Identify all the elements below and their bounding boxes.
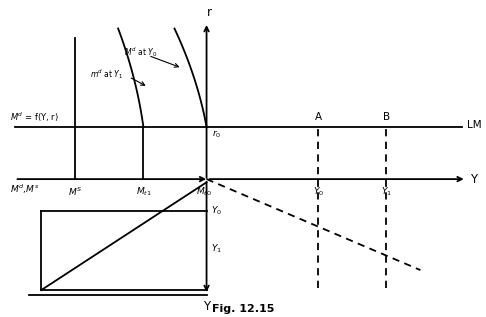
Text: $m^d$ at $Y_1$: $m^d$ at $Y_1$ [90,68,123,81]
Text: $M^d$,$M^s$: $M^d$,$M^s$ [10,182,39,196]
Text: $Y_0$: $Y_0$ [211,204,223,217]
Text: $Y_1$: $Y_1$ [211,243,223,255]
Text: Y: Y [470,172,478,186]
Text: $Y_0$: $Y_0$ [313,185,324,198]
Text: LM: LM [467,120,481,130]
Text: $M^d$ at $Y_0$: $M^d$ at $Y_0$ [124,45,157,59]
Text: $M_{t0}$: $M_{t0}$ [196,185,212,198]
Text: Fig. 12.15: Fig. 12.15 [212,304,274,314]
Text: B: B [383,112,390,122]
Text: A: A [315,112,322,122]
Text: $r_0$: $r_0$ [212,128,222,140]
Text: $Y_1$: $Y_1$ [381,185,392,198]
Text: Y: Y [203,300,210,313]
Text: r: r [207,6,211,19]
Text: $M^S$: $M^S$ [68,185,83,198]
Text: $M_{t1}$: $M_{t1}$ [136,185,151,198]
Text: $M^d$ = f(Y, r): $M^d$ = f(Y, r) [10,110,59,124]
